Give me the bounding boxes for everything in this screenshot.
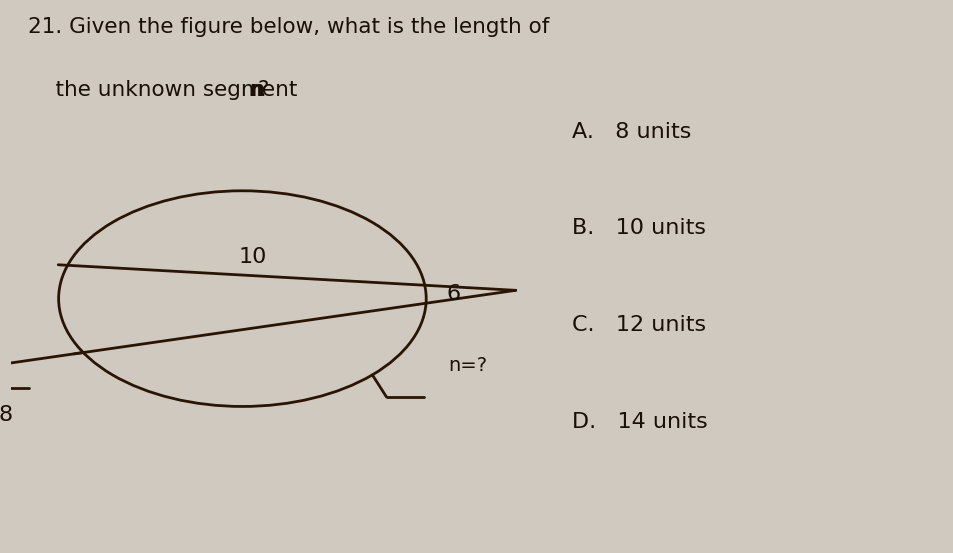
Text: ?: ? <box>257 80 269 100</box>
Text: C.   12 units: C. 12 units <box>572 315 705 335</box>
Text: 10: 10 <box>239 247 267 267</box>
Text: n: n <box>249 80 264 100</box>
Text: 6: 6 <box>446 284 460 304</box>
Text: 21. Given the figure below, what is the length of: 21. Given the figure below, what is the … <box>29 17 549 36</box>
Text: the unknown segment: the unknown segment <box>29 80 304 100</box>
Text: A.   8 units: A. 8 units <box>572 122 691 142</box>
Text: B.   10 units: B. 10 units <box>572 218 705 238</box>
Text: n=?: n=? <box>448 356 487 375</box>
Text: 8: 8 <box>0 405 13 425</box>
Text: D.   14 units: D. 14 units <box>572 412 707 432</box>
